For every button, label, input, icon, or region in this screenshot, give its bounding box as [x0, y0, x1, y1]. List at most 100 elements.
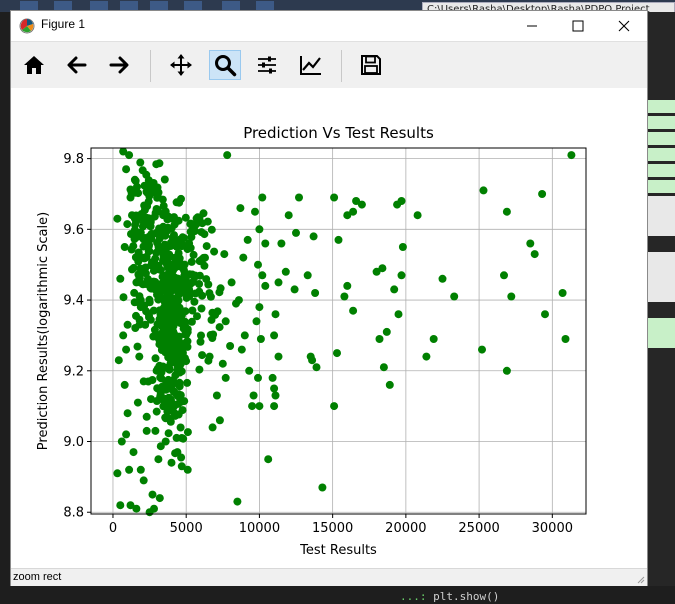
scatter-point [162, 363, 171, 372]
scatter-point [385, 380, 394, 389]
scatter-point [334, 235, 343, 244]
y-tick-label: 8.8 [63, 506, 84, 521]
scatter-point [330, 402, 339, 411]
close-icon [618, 20, 630, 32]
scatter-point [134, 189, 143, 198]
scatter-point [196, 337, 205, 346]
scatter-point [140, 301, 149, 310]
scatter-point [122, 165, 131, 174]
background-tool-icon [150, 1, 168, 11]
scatter-point [142, 412, 151, 421]
close-button[interactable] [601, 11, 647, 41]
x-tick-label: 30000 [532, 521, 573, 536]
scatter-point [171, 449, 180, 458]
scatter-point [221, 373, 230, 382]
scatter-point [140, 201, 149, 210]
line-chart-icon [300, 56, 321, 75]
axis-ticks: 0 5000 10000 15000 20000 25000 30000 8.8 9.0 9.2 9… [63, 152, 573, 536]
scatter-point [237, 345, 246, 354]
scatter-point [155, 228, 164, 237]
scatter-point [208, 308, 217, 317]
scatter-point [129, 448, 138, 457]
scatter-point [175, 332, 184, 341]
scatter-point [223, 151, 232, 160]
scatter-point [450, 292, 459, 301]
scatter-point [142, 213, 151, 222]
scatter-point [142, 426, 151, 435]
scatter-point [240, 331, 249, 340]
scatter-point [309, 232, 318, 241]
back-button[interactable] [61, 50, 93, 80]
scatter-point [188, 306, 197, 315]
scatter-point [190, 297, 199, 306]
window-titlebar[interactable]: Figure 1 [11, 11, 647, 42]
scatter-point [264, 455, 273, 464]
scatter-point [183, 337, 192, 346]
scatter-point [125, 465, 134, 474]
zoom-button[interactable] [209, 50, 241, 80]
scatter-point [333, 349, 341, 358]
scatter-point [120, 243, 129, 251]
forward-button[interactable] [103, 50, 135, 80]
scatter-point [129, 242, 138, 251]
scatter-point [254, 260, 262, 269]
edit-axis-button[interactable] [295, 50, 327, 80]
scatter-point [155, 159, 164, 168]
scatter-point [163, 282, 172, 291]
scatter-point [156, 442, 165, 451]
scatter-point [390, 285, 399, 294]
scatter-point [131, 220, 140, 229]
toolbar-separator [341, 50, 342, 82]
maximize-button[interactable] [555, 11, 601, 41]
matplotlib-icon [19, 18, 35, 34]
scatter-point [167, 224, 176, 233]
scatter-point [113, 469, 122, 478]
pan-button[interactable] [165, 50, 197, 80]
minimize-button[interactable] [509, 11, 555, 41]
scatter-point [195, 280, 204, 288]
scatter-point [270, 384, 279, 393]
scatter-point [130, 235, 139, 243]
scatter-point [185, 292, 194, 301]
scatter-point [239, 253, 248, 262]
scatter-point [479, 186, 488, 195]
scatter-point [311, 289, 320, 297]
background-console-line: ...: plt.show() [400, 590, 500, 603]
scatter-point [226, 342, 235, 350]
status-bar: zoom rect [11, 568, 647, 586]
scatter-chart[interactable]: 0 5000 10000 15000 20000 25000 30000 8.8 9.0 9.2 9… [11, 88, 647, 568]
scatter-point [132, 504, 141, 513]
scatter-point [270, 331, 279, 340]
scatter-point [183, 428, 192, 437]
scatter-point [186, 227, 195, 236]
background-right-panel [648, 12, 675, 604]
scatter-point [189, 250, 198, 259]
scatter-point [372, 267, 381, 276]
home-button[interactable] [18, 50, 50, 80]
scatter-point [175, 368, 184, 377]
scatter-point [143, 275, 152, 284]
scatter-point [312, 363, 321, 372]
scatter-point [255, 303, 264, 312]
home-icon [24, 56, 44, 74]
scatter-point [318, 483, 327, 492]
x-axis-label: Test Results [299, 543, 377, 558]
save-button[interactable] [355, 50, 387, 80]
scatter-point [413, 211, 422, 220]
scatter-point [215, 416, 224, 425]
scatter-point [164, 212, 173, 221]
scatter-point [274, 352, 283, 361]
figure-canvas[interactable]: 0 5000 10000 15000 20000 25000 30000 8.8 9.0 9.2 9… [11, 88, 647, 568]
scatter-point [397, 271, 406, 280]
sliders-icon [258, 56, 276, 74]
resize-grip-icon[interactable] [635, 574, 645, 584]
scatter-point [252, 317, 261, 326]
scatter-point [254, 373, 262, 382]
configure-subplots-button[interactable] [251, 50, 283, 80]
scatter-point [123, 220, 132, 229]
scatter-point [500, 271, 508, 280]
scatter-point [183, 465, 192, 474]
scatter-point [183, 378, 192, 387]
scatter-point [284, 211, 293, 220]
scatter-point [176, 319, 185, 327]
